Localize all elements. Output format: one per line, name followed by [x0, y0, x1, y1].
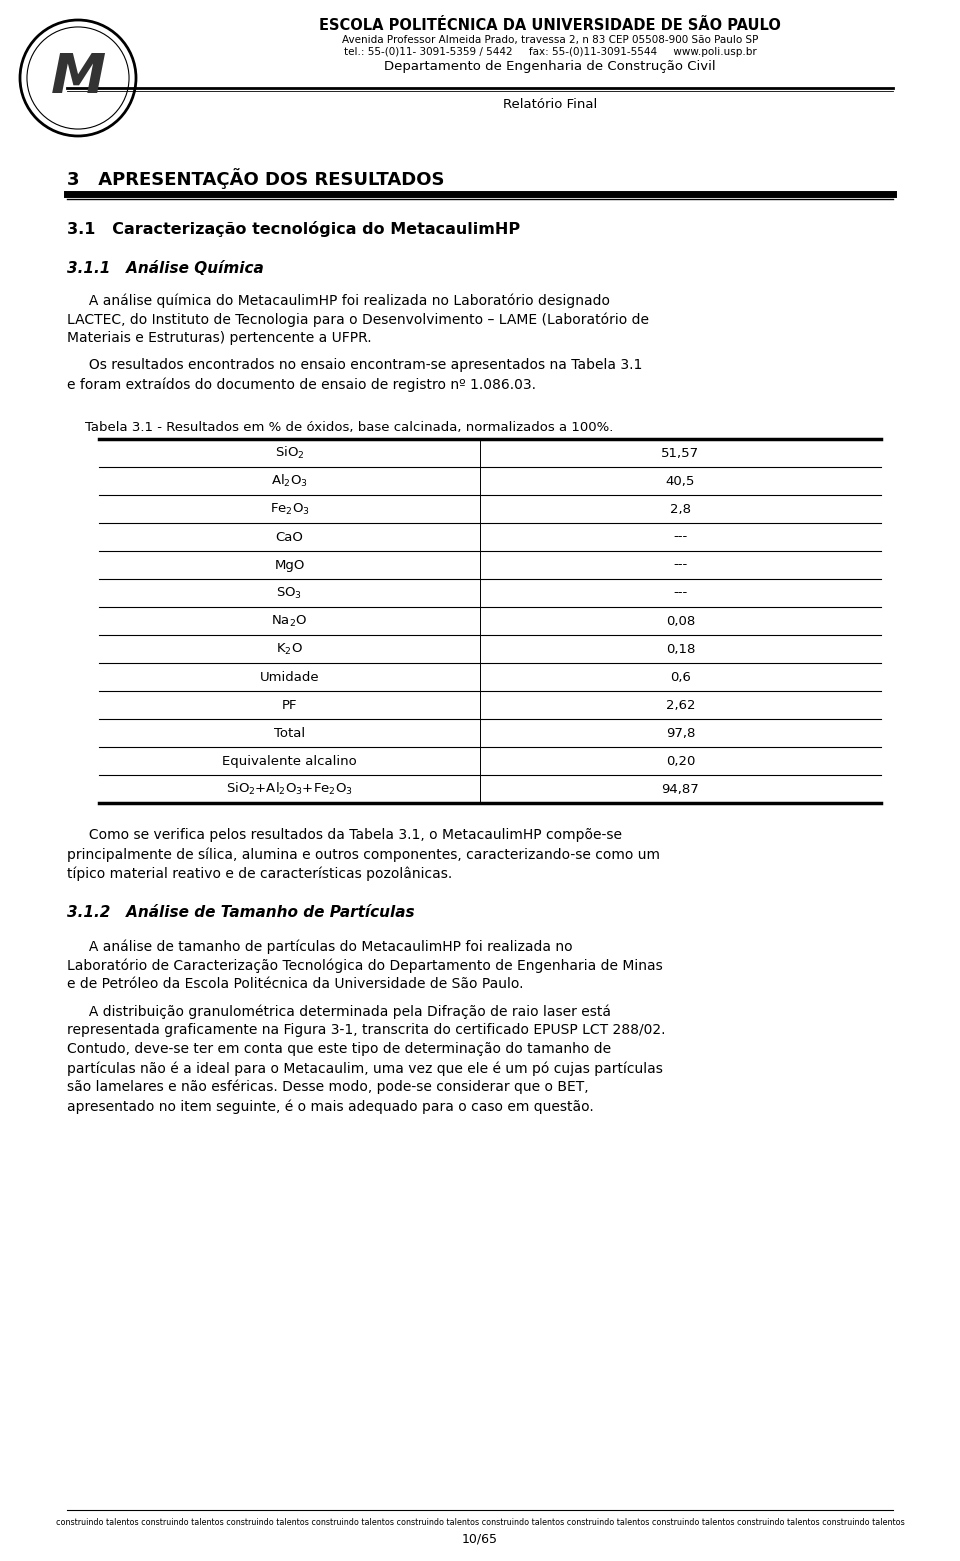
- Text: 10/65: 10/65: [462, 1531, 498, 1545]
- Text: ---: ---: [673, 531, 687, 543]
- Text: 94,87: 94,87: [661, 782, 700, 796]
- Text: 2,62: 2,62: [665, 698, 695, 712]
- Text: A análise de tamanho de partículas do MetacaulimHP foi realizada no: A análise de tamanho de partículas do Me…: [67, 940, 572, 954]
- Text: A análise química do MetacaulimHP foi realizada no Laboratório designado: A análise química do MetacaulimHP foi re…: [67, 293, 610, 308]
- Text: CaO: CaO: [276, 531, 303, 543]
- Text: 40,5: 40,5: [666, 475, 695, 487]
- Text: Fe$_2$O$_3$: Fe$_2$O$_3$: [270, 501, 309, 517]
- Text: ---: ---: [673, 559, 687, 571]
- Text: 2,8: 2,8: [670, 503, 691, 515]
- Text: ESCOLA POLITÉCNICA DA UNIVERSIDADE DE SÃO PAULO: ESCOLA POLITÉCNICA DA UNIVERSIDADE DE SÃ…: [319, 19, 780, 33]
- Text: 51,57: 51,57: [661, 446, 700, 459]
- Text: MgO: MgO: [275, 559, 304, 571]
- Text: SiO$_2$+Al$_2$O$_3$+Fe$_2$O$_3$: SiO$_2$+Al$_2$O$_3$+Fe$_2$O$_3$: [226, 780, 353, 798]
- Text: e de Petróleo da Escola Politécnica da Universidade de São Paulo.: e de Petróleo da Escola Politécnica da U…: [67, 977, 523, 991]
- Text: Umidade: Umidade: [260, 671, 320, 684]
- Text: K$_2$O: K$_2$O: [276, 642, 303, 657]
- Text: 3.1   Caracterização tecnológica do MetacaulimHP: 3.1 Caracterização tecnológica do Metaca…: [67, 222, 520, 237]
- Text: Tabela 3.1 - Resultados em % de óxidos, base calcinada, normalizados a 100%.: Tabela 3.1 - Resultados em % de óxidos, …: [85, 421, 613, 434]
- Text: Contudo, deve-se ter em conta que este tipo de determinação do tamanho de: Contudo, deve-se ter em conta que este t…: [67, 1043, 612, 1055]
- Text: Materiais e Estruturas) pertencente a UFPR.: Materiais e Estruturas) pertencente a UF…: [67, 331, 372, 345]
- Text: Equivalente alcalino: Equivalente alcalino: [222, 754, 357, 768]
- Text: ---: ---: [673, 587, 687, 599]
- Text: SO$_3$: SO$_3$: [276, 585, 302, 601]
- Text: 3.1.1   Análise Química: 3.1.1 Análise Química: [67, 261, 264, 276]
- Text: SiO$_2$: SiO$_2$: [275, 445, 304, 460]
- Text: Avenida Professor Almeida Prado, travessa 2, n 83 CEP 05508-900 São Paulo SP: Avenida Professor Almeida Prado, travess…: [342, 34, 758, 45]
- Text: e foram extraídos do documento de ensaio de registro nº 1.086.03.: e foram extraídos do documento de ensaio…: [67, 378, 536, 392]
- Text: típico material reativo e de características pozolânicas.: típico material reativo e de característ…: [67, 866, 452, 880]
- Text: principalmente de sílica, alumina e outros componentes, caracterizando-se como u: principalmente de sílica, alumina e outr…: [67, 848, 660, 862]
- Text: 3   APRESENTAÇÃO DOS RESULTADOS: 3 APRESENTAÇÃO DOS RESULTADOS: [67, 169, 444, 189]
- Text: Total: Total: [274, 726, 305, 740]
- Text: Al$_2$O$_3$: Al$_2$O$_3$: [271, 473, 308, 489]
- Text: Como se verifica pelos resultados da Tabela 3.1, o MetacaulimHP compõe-se: Como se verifica pelos resultados da Tab…: [67, 827, 622, 841]
- Text: representada graficamente na Figura 3-1, transcrita do certificado EPUSP LCT 288: representada graficamente na Figura 3-1,…: [67, 1022, 665, 1037]
- Text: Os resultados encontrados no ensaio encontram-se apresentados na Tabela 3.1: Os resultados encontrados no ensaio enco…: [67, 357, 642, 372]
- Text: apresentado no item seguinte, é o mais adequado para o caso em questão.: apresentado no item seguinte, é o mais a…: [67, 1099, 593, 1113]
- Text: 0,6: 0,6: [670, 671, 691, 684]
- Text: 0,08: 0,08: [666, 615, 695, 628]
- Text: Na$_2$O: Na$_2$O: [272, 613, 307, 629]
- Text: LACTEC, do Instituto de Tecnologia para o Desenvolvimento – LAME (Laboratório de: LACTEC, do Instituto de Tecnologia para …: [67, 312, 649, 326]
- Text: 0,18: 0,18: [666, 643, 695, 656]
- Text: A distribuição granulométrica determinada pela Difração de raio laser está: A distribuição granulométrica determinad…: [67, 1004, 611, 1018]
- Text: Relatório Final: Relatório Final: [503, 98, 597, 111]
- Text: partículas não é a ideal para o Metacaulim, uma vez que ele é um pó cujas partíc: partículas não é a ideal para o Metacaul…: [67, 1061, 662, 1076]
- Text: PF: PF: [281, 698, 298, 712]
- Text: 97,8: 97,8: [666, 726, 695, 740]
- Text: construindo talentos construindo talentos construindo talentos construindo talen: construindo talentos construindo talento…: [56, 1517, 904, 1527]
- Text: são lamelares e não esféricas. Desse modo, pode-se considerar que o BET,: são lamelares e não esféricas. Desse mod…: [67, 1080, 588, 1094]
- Text: 0,20: 0,20: [666, 754, 695, 768]
- Text: tel.: 55-(0)11- 3091-5359 / 5442     fax: 55-(0)11-3091-5544     www.poli.usp.br: tel.: 55-(0)11- 3091-5359 / 5442 fax: 55…: [344, 47, 756, 58]
- Text: 3.1.2   Análise de Tamanho de Partículas: 3.1.2 Análise de Tamanho de Partículas: [67, 905, 415, 919]
- Text: Laboratório de Caracterização Tecnológica do Departamento de Engenharia de Minas: Laboratório de Caracterização Tecnológic…: [67, 958, 662, 973]
- Text: M: M: [50, 52, 106, 105]
- Text: Departamento de Engenharia de Construção Civil: Departamento de Engenharia de Construção…: [384, 59, 716, 73]
